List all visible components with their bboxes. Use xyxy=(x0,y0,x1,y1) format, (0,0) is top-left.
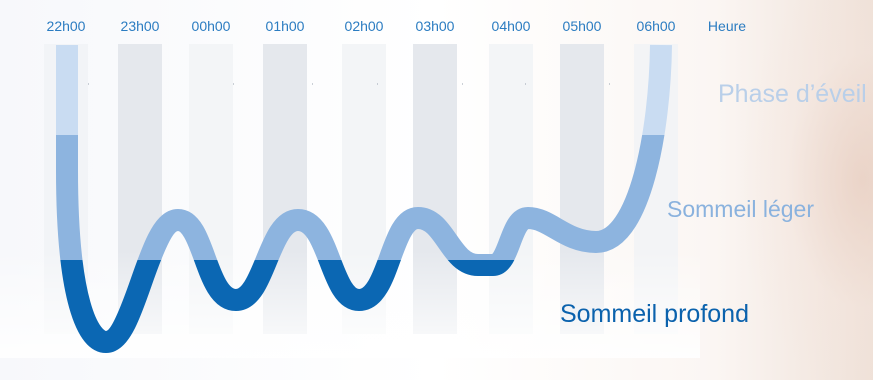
sleep-curve xyxy=(56,44,672,354)
sleep-cycle-diagram xyxy=(0,44,700,358)
hour-label: 02h00 xyxy=(344,18,384,34)
hour-label: 01h00 xyxy=(265,18,305,34)
hour-label: 23h00 xyxy=(120,18,160,34)
phase-eveil-label: Phase d’éveil xyxy=(718,80,867,108)
hour-label: 05h00 xyxy=(562,18,602,34)
hour-label: 00h00 xyxy=(191,18,231,34)
sleep-curve-leger xyxy=(56,135,665,260)
hour-columns xyxy=(0,44,700,358)
hour-axis-label: Heure xyxy=(707,18,747,34)
sleep-curve-profond xyxy=(60,260,515,354)
hour-label: 22h00 xyxy=(46,18,86,34)
hour-label: 04h00 xyxy=(491,18,531,34)
hour-label: 03h00 xyxy=(415,18,455,34)
phase-leger-label: Sommeil léger xyxy=(667,196,814,222)
hour-label: 06h00 xyxy=(636,18,676,34)
phase-profond-label: Sommeil profond xyxy=(560,300,749,328)
hour-axis: 22h00 23h00 00h00 01h00 02h00 03h00 04h00 05h00… xyxy=(0,18,873,38)
